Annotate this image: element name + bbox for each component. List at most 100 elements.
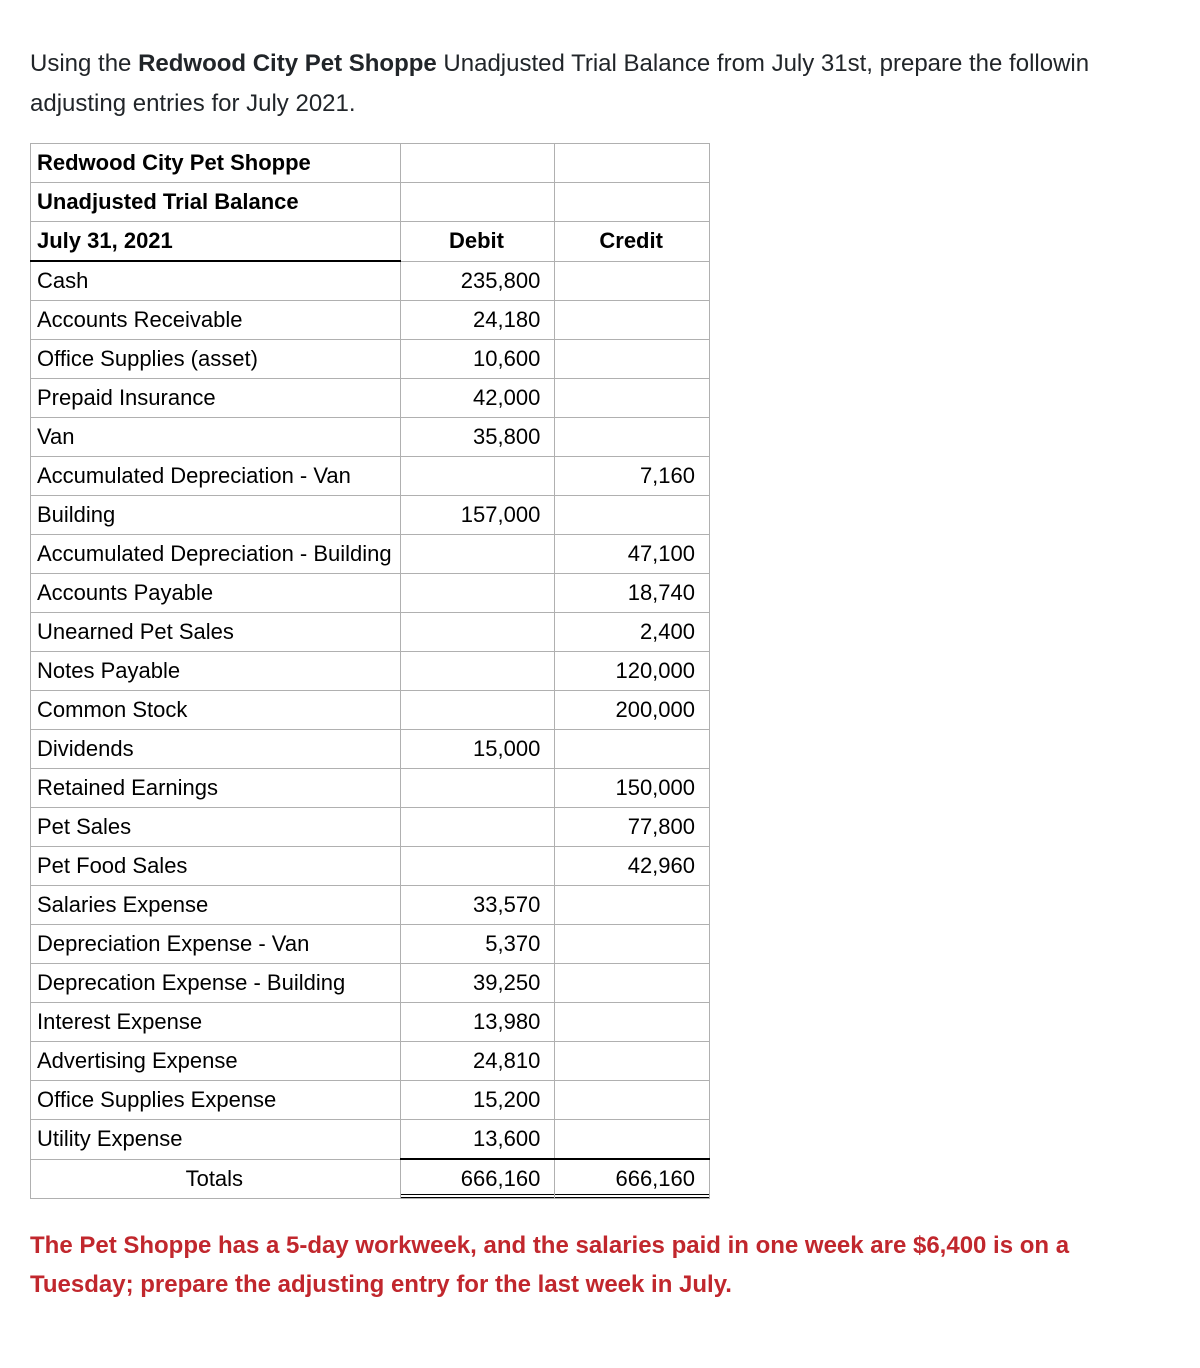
- table-row: Pet Food Sales 42,960: [31, 847, 710, 886]
- account-name: Unearned Pet Sales: [31, 613, 401, 652]
- account-name: Depreciation Expense - Van: [31, 925, 401, 964]
- debit-cell: 13,980: [400, 1003, 555, 1042]
- table-row: Interest Expense13,980: [31, 1003, 710, 1042]
- account-name: Building: [31, 496, 401, 535]
- table-row: Office Supplies Expense15,200: [31, 1081, 710, 1120]
- table-row: Common Stock200,000: [31, 691, 710, 730]
- table-row: Pet Sales 77,800: [31, 808, 710, 847]
- debit-cell: 15,200: [400, 1081, 555, 1120]
- table-row: Prepaid Insurance42,000: [31, 379, 710, 418]
- intro-paragraph: Using the Redwood City Pet Shoppe Unadju…: [30, 44, 1170, 123]
- table-header-company-row: Redwood City Pet Shoppe: [31, 144, 710, 183]
- table-row: Unearned Pet Sales 2,400: [31, 613, 710, 652]
- credit-cell: [555, 1120, 710, 1160]
- table-row: Retained Earnings 150,000: [31, 769, 710, 808]
- debit-cell: 13,600: [400, 1120, 555, 1160]
- debit-cell: [400, 613, 555, 652]
- table-header-title-row: Unadjusted Trial Balance: [31, 183, 710, 222]
- account-name: Retained Earnings: [31, 769, 401, 808]
- table-row: Building157,000: [31, 496, 710, 535]
- credit-cell: 77,800: [555, 808, 710, 847]
- table-row: Accumulated Depreciation - Van 7,160: [31, 457, 710, 496]
- credit-cell: 47,100: [555, 535, 710, 574]
- empty-cell: [400, 183, 555, 222]
- table-row: Dividends15,000: [31, 730, 710, 769]
- debit-cell: [400, 535, 555, 574]
- account-name: Prepaid Insurance: [31, 379, 401, 418]
- credit-cell: [555, 301, 710, 340]
- account-name: Common Stock: [31, 691, 401, 730]
- page-root: Using the Redwood City Pet Shoppe Unadju…: [0, 0, 1200, 1368]
- account-name: Advertising Expense: [31, 1042, 401, 1081]
- debit-cell: 235,800: [400, 261, 555, 301]
- account-name: Accumulated Depreciation - Building: [31, 535, 401, 574]
- table-row: Deprecation Expense - Building39,250: [31, 964, 710, 1003]
- intro-prefix: Using the: [30, 50, 138, 77]
- account-name: Dividends: [31, 730, 401, 769]
- credit-cell: [555, 1042, 710, 1081]
- totals-row: Totals666,160666,160: [31, 1159, 710, 1199]
- account-name: Interest Expense: [31, 1003, 401, 1042]
- credit-cell: 120,000: [555, 652, 710, 691]
- account-name: Accounts Receivable: [31, 301, 401, 340]
- credit-cell: [555, 496, 710, 535]
- table-row: Van35,800: [31, 418, 710, 457]
- table-row: Salaries Expense33,570: [31, 886, 710, 925]
- intro-company: Redwood City Pet Shoppe: [138, 50, 437, 77]
- totals-label: Totals: [31, 1159, 401, 1199]
- credit-cell: 150,000: [555, 769, 710, 808]
- account-name: Accumulated Depreciation - Van: [31, 457, 401, 496]
- credit-cell: [555, 379, 710, 418]
- debit-cell: 157,000: [400, 496, 555, 535]
- table-row: Accounts Receivable24,180: [31, 301, 710, 340]
- credit-cell: [555, 925, 710, 964]
- credit-cell: [555, 340, 710, 379]
- col-credit-header: Credit: [555, 222, 710, 262]
- credit-cell: [555, 261, 710, 301]
- credit-cell: [555, 730, 710, 769]
- empty-cell: [555, 183, 710, 222]
- credit-cell: [555, 1081, 710, 1120]
- debit-cell: 5,370: [400, 925, 555, 964]
- credit-cell: 18,740: [555, 574, 710, 613]
- debit-cell: [400, 574, 555, 613]
- credit-cell: 7,160: [555, 457, 710, 496]
- table-row: Accumulated Depreciation - Building 47,10…: [31, 535, 710, 574]
- debit-cell: 24,810: [400, 1042, 555, 1081]
- table-row: Notes Payable 120,000: [31, 652, 710, 691]
- table-row: Cash235,800: [31, 261, 710, 301]
- empty-cell: [555, 144, 710, 183]
- debit-cell: [400, 847, 555, 886]
- credit-cell: 2,400: [555, 613, 710, 652]
- credit-cell: [555, 418, 710, 457]
- debit-cell: 35,800: [400, 418, 555, 457]
- question-prompt: The Pet Shoppe has a 5-day workweek, and…: [30, 1227, 1080, 1304]
- debit-cell: 24,180: [400, 301, 555, 340]
- account-name: Salaries Expense: [31, 886, 401, 925]
- debit-cell: [400, 769, 555, 808]
- col-debit-header: Debit: [400, 222, 555, 262]
- header-title: Unadjusted Trial Balance: [31, 183, 401, 222]
- debit-cell: 10,600: [400, 340, 555, 379]
- table-row: Depreciation Expense - Van5,370: [31, 925, 710, 964]
- credit-cell: [555, 964, 710, 1003]
- empty-cell: [400, 144, 555, 183]
- table-row: Advertising Expense24,810: [31, 1042, 710, 1081]
- credit-cell: 42,960: [555, 847, 710, 886]
- account-name: Pet Sales: [31, 808, 401, 847]
- debit-cell: 39,250: [400, 964, 555, 1003]
- debit-cell: 15,000: [400, 730, 555, 769]
- header-company: Redwood City Pet Shoppe: [31, 144, 401, 183]
- account-name: Notes Payable: [31, 652, 401, 691]
- totals-credit: 666,160: [555, 1159, 710, 1199]
- totals-debit: 666,160: [400, 1159, 555, 1199]
- debit-cell: [400, 691, 555, 730]
- table-row: Utility Expense13,600: [31, 1120, 710, 1160]
- header-date: July 31, 2021: [31, 222, 401, 262]
- table-row: Accounts Payable18,740: [31, 574, 710, 613]
- debit-cell: [400, 808, 555, 847]
- debit-cell: 42,000: [400, 379, 555, 418]
- credit-cell: [555, 1003, 710, 1042]
- account-name: Pet Food Sales: [31, 847, 401, 886]
- account-name: Deprecation Expense - Building: [31, 964, 401, 1003]
